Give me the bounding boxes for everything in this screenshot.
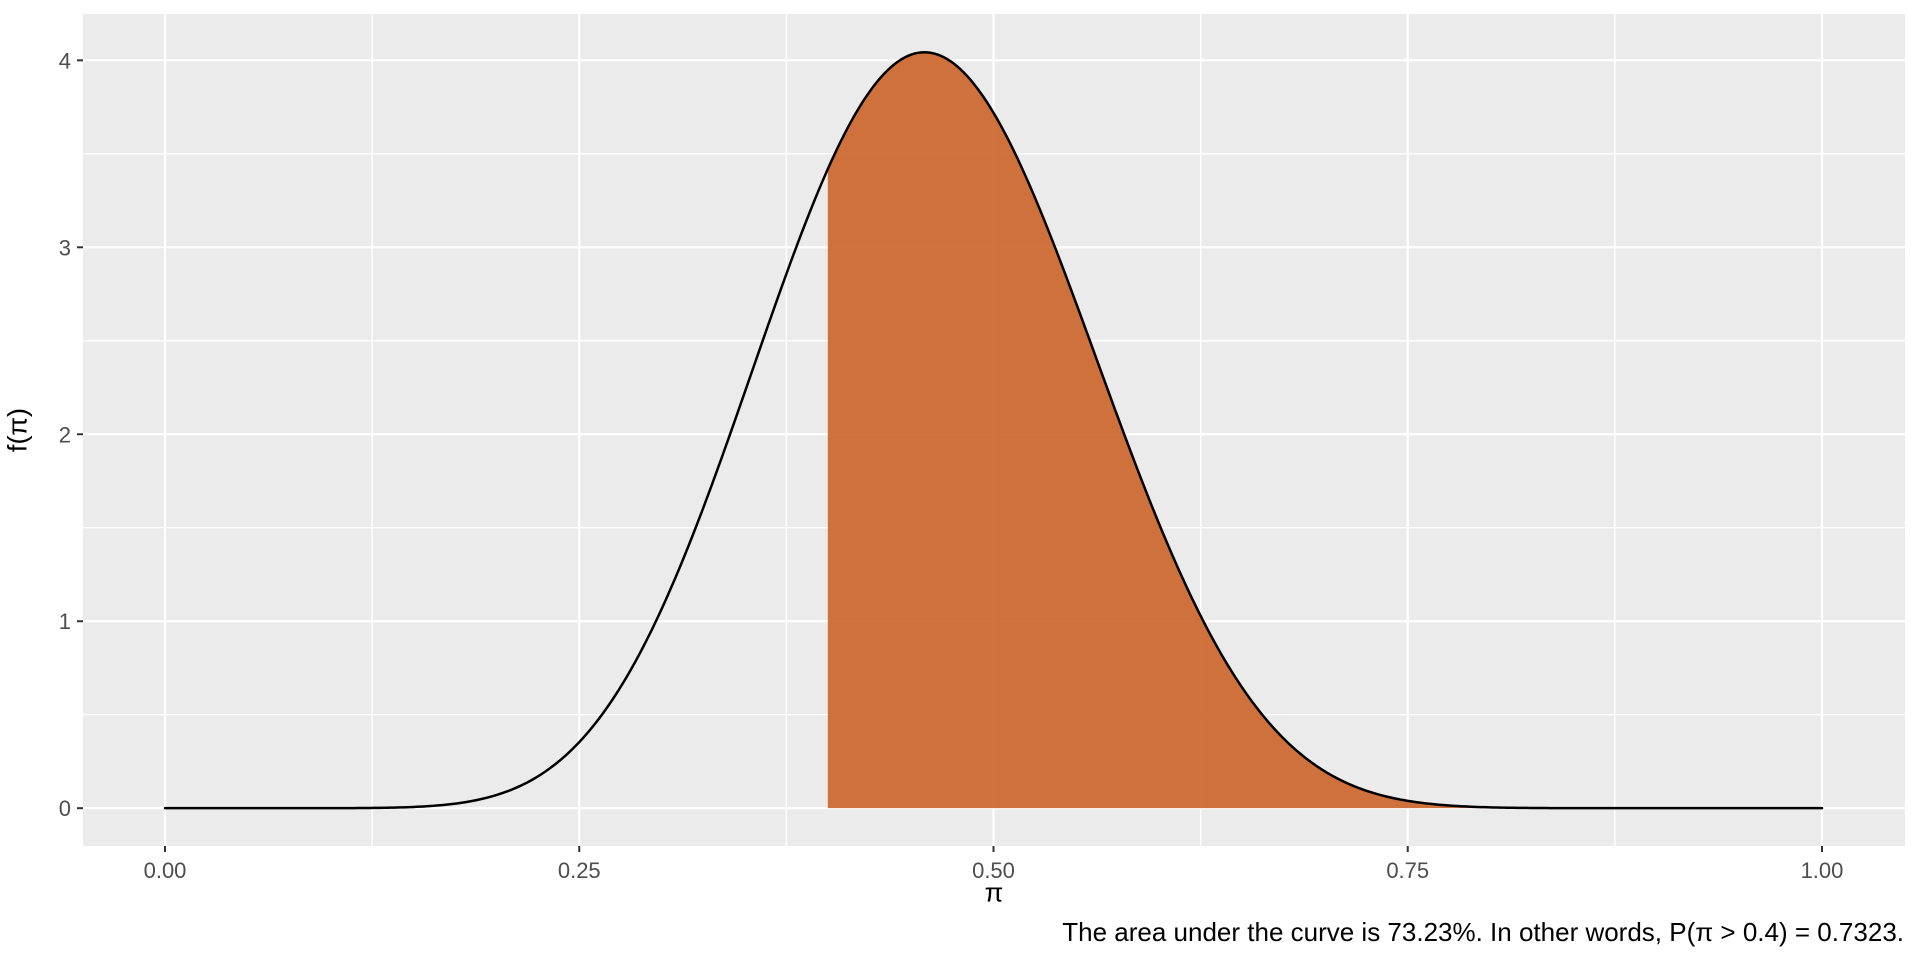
x-tick-label: 1.00 bbox=[1801, 858, 1844, 883]
density-curve bbox=[163, 51, 1824, 810]
x-tick-label: 0.50 bbox=[972, 858, 1015, 883]
y-tick-label: 4 bbox=[59, 48, 71, 73]
y-tick-label: 2 bbox=[59, 422, 71, 447]
x-axis-title: π bbox=[984, 877, 1004, 908]
y-tick-label: 0 bbox=[59, 796, 71, 821]
caption-text: The area under the curve is 73.23%. In o… bbox=[1062, 917, 1904, 947]
shaded-area bbox=[827, 52, 1822, 809]
y-tick-label: 1 bbox=[59, 609, 71, 634]
x-tick-label: 0.00 bbox=[144, 858, 187, 883]
y-axis-title: f(π) bbox=[2, 407, 33, 453]
y-tick-label: 3 bbox=[59, 235, 71, 260]
x-tick-label: 0.25 bbox=[558, 858, 601, 883]
x-tick-label: 0.75 bbox=[1386, 858, 1429, 883]
